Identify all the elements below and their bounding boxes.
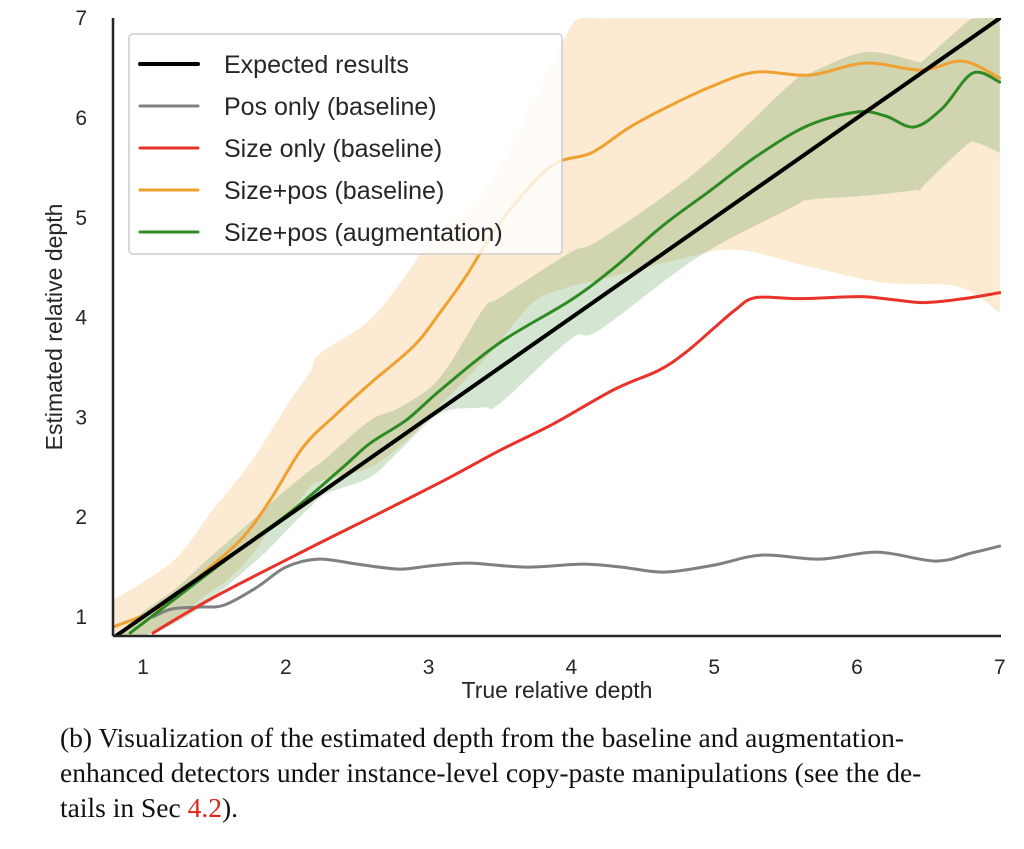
- series-line-size-pos-augmentation: [128, 70, 1001, 635]
- y-tick-label: 7: [75, 7, 87, 30]
- legend-label-expected-results: Expected results: [224, 51, 409, 79]
- y-tick-label: 2: [75, 506, 87, 529]
- depth-chart: 1 2 3 4 5 6 7 1 2 3 4 5 6 7 True relative depth Esti…: [41, 7, 1006, 700]
- y-axis-label: Estimated relative depth: [41, 204, 67, 451]
- caption-line-3-suffix: ).: [221, 792, 238, 823]
- y-tick-label: 4: [75, 307, 87, 330]
- y-tick-label: 5: [75, 207, 87, 230]
- caption-line-3: tails in Sec 4.2).: [60, 790, 1020, 825]
- section-reference-link[interactable]: 4.2: [187, 792, 222, 823]
- caption-line-2: enhanced detectors under instance-level …: [60, 757, 922, 788]
- legend-label-pos-only-baseline: Pos only (baseline): [224, 93, 437, 121]
- series-lines: [113, 18, 1001, 636]
- legend-label-size-only-baseline: Size only (baseline): [224, 135, 442, 163]
- legend: Expected results Pos only (baseline) Size …: [128, 33, 563, 255]
- caption-line-3-prefix: tails in Sec: [60, 792, 188, 823]
- figure-caption: (b) Visualization of the estimated depth…: [60, 720, 1020, 825]
- series-line-pos-only-baseline: [151, 544, 1001, 619]
- caption-line-1: (b) Visualization of the estimated depth…: [60, 722, 904, 753]
- x-tick-label: 2: [280, 656, 292, 679]
- y-tick-label: 6: [75, 107, 87, 130]
- y-tick-label: 3: [75, 406, 87, 429]
- y-tick-labels: 1 2 3 4 5 6 7: [75, 7, 87, 629]
- x-tick-label: 1: [137, 656, 149, 679]
- x-tick-label: 7: [994, 656, 1006, 679]
- x-tick-label: 3: [423, 656, 435, 679]
- series-line-expected-results: [113, 18, 1001, 636]
- x-axis-label: True relative depth: [462, 677, 653, 700]
- y-tick-label: 1: [75, 606, 87, 629]
- x-tick-label: 5: [708, 656, 720, 679]
- legend-box: [128, 33, 563, 255]
- x-tick-label: 6: [851, 656, 863, 679]
- legend-label-size-pos-baseline: Size+pos (baseline): [224, 177, 444, 205]
- x-tick-label: 4: [566, 656, 578, 679]
- legend-label-size-pos-augmentation: Size+pos (augmentation): [224, 219, 503, 247]
- x-tick-labels: 1 2 3 4 5 6 7: [137, 656, 1005, 679]
- series-line-size-only-baseline: [151, 291, 1001, 635]
